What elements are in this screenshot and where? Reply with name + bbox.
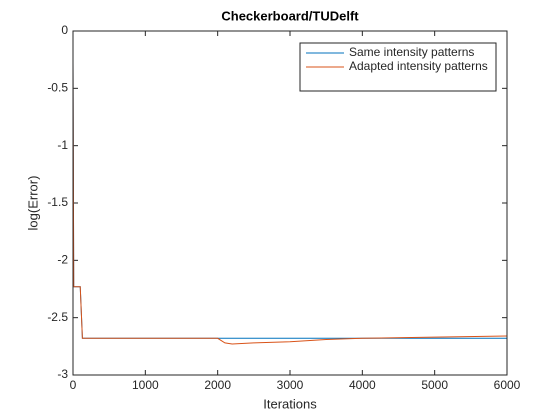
data-line [72,61,508,345]
y-tick-label: -0.5 [47,81,68,95]
chart-title: Checkerboard/TUDelft [221,8,359,23]
x-tick-label: 0 [70,378,77,392]
legend-label: Adapted intensity patterns [349,59,488,73]
legend-label: Same intensity patterns [349,45,474,59]
x-tick-label: 5000 [421,378,448,392]
x-axis-label: Iterations [263,396,317,411]
y-axis-label: log(Error) [25,176,40,231]
x-tick-label: 1000 [132,378,159,392]
x-tick-label: 3000 [277,378,304,392]
y-tick-label: 0 [61,23,68,37]
y-tick-label: -1 [57,138,68,152]
y-tick-label: -1.5 [47,195,68,209]
x-tick-label: 6000 [494,378,521,392]
y-tick-label: -2 [57,253,68,267]
x-tick-label: 4000 [349,378,376,392]
y-tick-label: -3 [57,367,68,381]
axes-box [72,30,508,376]
y-tick-label: -2.5 [47,310,68,324]
x-tick-label: 2000 [204,378,231,392]
